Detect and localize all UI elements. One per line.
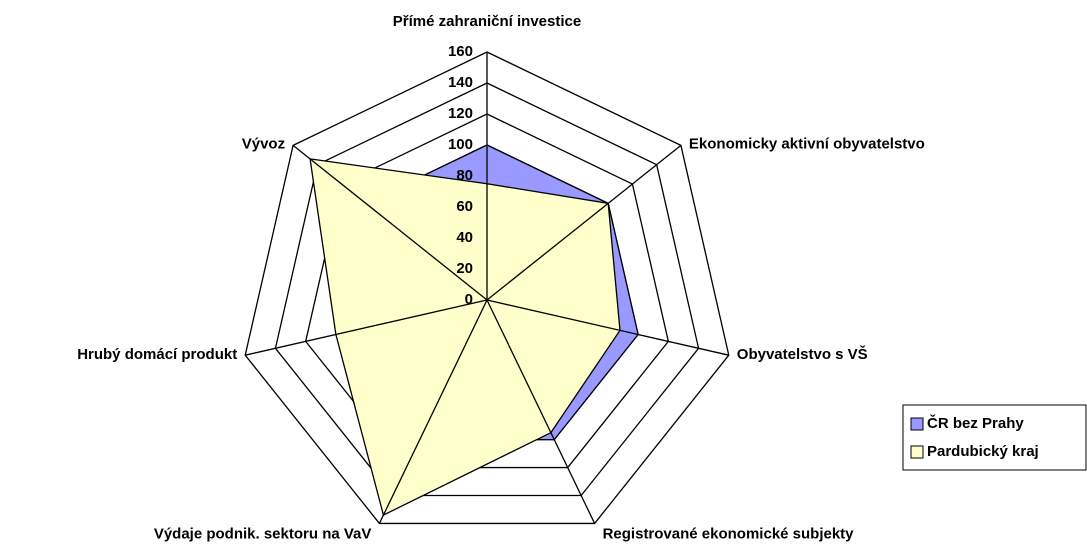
tick-label: 160 (448, 43, 473, 60)
category-label: Registrované ekonomické subjekty (603, 525, 855, 542)
legend-box (902, 404, 1087, 471)
legend-swatch (910, 417, 924, 431)
tick-label: 100 (448, 136, 473, 153)
series-area (309, 158, 621, 516)
category-label: Přímé zahraniční investice (393, 13, 581, 30)
category-label: Výdaje podnik. sektoru na VaV (154, 525, 372, 542)
spoke (292, 144, 488, 301)
grid-ring (274, 82, 700, 497)
spoke (486, 144, 682, 301)
legend-label: ČR bez Prahy (927, 414, 1024, 432)
legend-label: Pardubický kraj (927, 443, 1039, 460)
tick-label: 140 (448, 74, 473, 91)
grid-ring (244, 51, 730, 525)
tick-label: 40 (456, 229, 473, 246)
category-label: Hrubý domácí produkt (77, 346, 237, 363)
spoke (378, 299, 488, 524)
category-label: Ekonomicky aktivní obyvatelstvo (689, 135, 925, 152)
tick-label: 120 (448, 105, 473, 122)
spoke (245, 299, 488, 356)
category-label: Obyvatelstvo s VŠ (737, 345, 868, 363)
legend-swatch (910, 445, 924, 459)
tick-label: 20 (456, 260, 473, 277)
spoke (486, 299, 729, 356)
tick-label: 0 (465, 291, 473, 308)
spoke (486, 299, 596, 524)
tick-label: 80 (456, 167, 473, 184)
tick-label: 60 (456, 198, 473, 215)
category-label: Vývoz (242, 135, 285, 152)
